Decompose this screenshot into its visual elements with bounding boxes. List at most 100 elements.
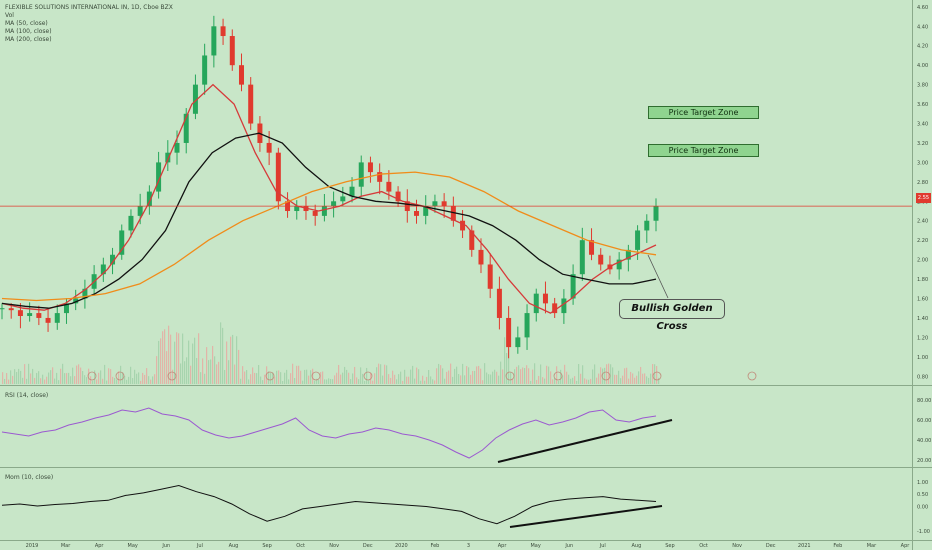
- volume-bar: [308, 375, 310, 384]
- volume-bar: [486, 372, 488, 384]
- candle-body: [423, 206, 429, 216]
- volume-bar: [430, 376, 432, 384]
- volume-bar: [338, 364, 340, 384]
- candle-body: [229, 36, 235, 66]
- volume-bar: [508, 348, 510, 384]
- volume-bar: [484, 363, 486, 384]
- volume-bar: [578, 363, 580, 384]
- candle-body: [432, 201, 438, 207]
- price-target-box-2[interactable]: Price Target Zone: [648, 144, 759, 157]
- event-marker-icon: [601, 371, 611, 381]
- volume-bar: [354, 366, 356, 384]
- volume-bar: [422, 375, 424, 384]
- candle-body: [635, 230, 641, 250]
- volume-bar: [174, 341, 176, 384]
- candle-body: [8, 308, 14, 311]
- volume-bar: [172, 369, 174, 384]
- volume-bar: [606, 364, 608, 384]
- volume-bar: [274, 376, 276, 384]
- volume-bar: [428, 370, 430, 384]
- x-tick-label: Sep: [262, 543, 271, 549]
- momentum-trendline: [509, 505, 663, 528]
- volume-bar: [462, 363, 464, 384]
- volume-bar: [492, 371, 494, 384]
- volume-bar: [154, 374, 156, 384]
- volume-bar: [164, 329, 166, 384]
- y-tick-label: 3.40: [917, 122, 928, 128]
- volume-bar: [652, 364, 654, 384]
- volume-bar: [496, 371, 498, 384]
- volume-bar: [412, 365, 414, 384]
- event-marker-icon: [652, 371, 662, 381]
- volume-bar: [400, 371, 402, 384]
- volume-bar: [238, 349, 240, 384]
- volume-bar: [438, 363, 440, 384]
- volume-bar: [96, 379, 98, 384]
- volume-bar: [176, 332, 178, 384]
- candle-body: [414, 211, 420, 216]
- volume-bar: [436, 368, 438, 384]
- volume-bar: [206, 347, 208, 384]
- volume-bar: [512, 378, 514, 384]
- volume-bar: [640, 366, 642, 384]
- volume-bar: [120, 365, 122, 384]
- candle-body: [589, 240, 595, 255]
- volume-bar: [474, 370, 476, 384]
- volume-bar: [192, 343, 194, 384]
- volume-bar: [252, 367, 254, 384]
- volume-bar: [300, 370, 302, 384]
- event-marker-icon: [311, 371, 321, 381]
- volume-bar: [100, 370, 102, 384]
- volume-bar: [536, 379, 538, 384]
- golden-cross-callout[interactable]: Bullish Golden Cross: [619, 299, 725, 332]
- volume-bar: [194, 337, 196, 384]
- volume-bar: [38, 371, 40, 384]
- volume-bar: [466, 366, 468, 384]
- volume-bar: [260, 376, 262, 384]
- volume-bar: [538, 375, 540, 384]
- volume-bar: [588, 379, 590, 384]
- volume-bar: [366, 367, 368, 384]
- candle-body: [275, 152, 281, 202]
- volume-bar: [44, 379, 46, 384]
- volume-bar: [8, 379, 10, 384]
- candle-body: [506, 317, 512, 348]
- volume-bar: [544, 378, 546, 384]
- volume-bar: [214, 356, 216, 384]
- volume-bar: [636, 375, 638, 384]
- rsi-tick-label: 60.00: [917, 418, 931, 424]
- volume-bar: [330, 378, 332, 384]
- volume-bar: [614, 374, 616, 384]
- volume-bar: [480, 368, 482, 384]
- candle-body: [211, 26, 217, 56]
- volume-bar: [600, 367, 602, 384]
- volume-bar: [534, 363, 536, 384]
- volume-bar: [382, 375, 384, 384]
- volume-bar: [52, 367, 54, 384]
- volume-bar: [642, 373, 644, 384]
- volume-bar: [262, 380, 264, 384]
- volume-bar: [242, 366, 244, 384]
- volume-bar: [386, 365, 388, 384]
- price-target-box-1[interactable]: Price Target Zone: [648, 106, 759, 119]
- volume-bar: [556, 366, 558, 384]
- volume-bar: [584, 378, 586, 384]
- volume-bar: [622, 375, 624, 384]
- volume-bar: [478, 365, 480, 384]
- volume-bar: [280, 372, 282, 384]
- volume-bar: [454, 368, 456, 384]
- volume-bar: [336, 372, 338, 384]
- rsi-tick-label: 80.00: [917, 398, 931, 404]
- candle-body: [542, 293, 548, 304]
- candle-body: [266, 142, 272, 153]
- candle-body: [349, 186, 355, 197]
- candle-body: [128, 215, 134, 231]
- volume-bar: [328, 378, 330, 384]
- volume-bar: [4, 378, 6, 384]
- candle-body: [579, 240, 585, 275]
- volume-bar: [228, 360, 230, 384]
- volume-bar: [12, 375, 14, 384]
- volume-bar: [548, 366, 550, 384]
- volume-bar: [326, 379, 328, 384]
